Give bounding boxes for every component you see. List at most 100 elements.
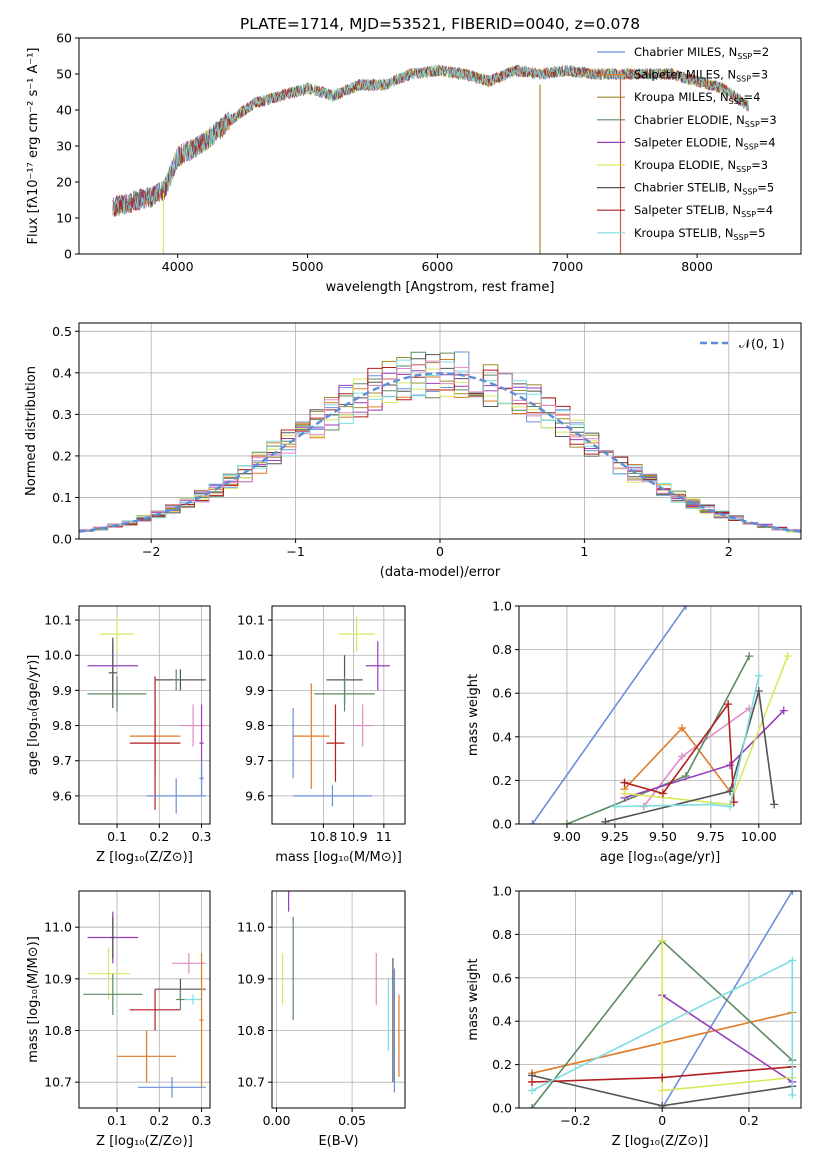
weight-marker (528, 820, 537, 824)
y-tick-label: 0.1 (52, 490, 72, 505)
x-tick-label: 0.00 (263, 1113, 291, 1128)
x-tick-label: 0.2 (739, 1113, 759, 1128)
axes-frame (78, 605, 211, 825)
axes-frame (271, 605, 406, 825)
weight-marker (788, 1090, 797, 1099)
gaussian-curve (79, 372, 801, 533)
x-tick-label: 0 (436, 544, 444, 559)
y-tick-label: 10.1 (237, 613, 265, 628)
y-tick-label: 9.9 (52, 683, 72, 698)
y-tick-label: 0.2 (52, 448, 72, 463)
x-axis-label: Z [log₁₀(Z/Z⊙)] (96, 1134, 193, 1149)
weight-line (624, 655, 789, 806)
legend-entry: Kroupa STELIB, NSSP=5 (634, 226, 765, 242)
x-tick-label: 9.75 (697, 829, 725, 844)
plot-area (528, 606, 792, 824)
y-tick-label: 11.0 (44, 920, 72, 935)
y-tick-label: 1.0 (492, 599, 512, 614)
x-tick-label: 0.1 (107, 1113, 127, 1128)
weight-marker (706, 800, 715, 809)
weight-marker (658, 1086, 667, 1095)
y-tick-label: 40 (56, 103, 72, 118)
x-axis-label: age [log₁₀(age/yr)] (600, 850, 721, 865)
y-tick-label: 9.6 (245, 788, 265, 803)
chart-legend: Chabrier MILES, NSSP=2 Salpeter MILES, NS… (597, 45, 777, 242)
plot-area (292, 616, 390, 807)
y-tick-label: 10.8 (44, 1023, 72, 1038)
y-tick-label: 9.6 (52, 788, 72, 803)
x-tick-label: 10.00 (741, 829, 777, 844)
weight-marker (779, 706, 788, 715)
y-tick-label: 0 (64, 247, 72, 262)
weight-marker (528, 1086, 537, 1095)
x-tick-label: 9.00 (553, 829, 581, 844)
x-tick-label: 7000 (551, 259, 583, 274)
weight-marker (601, 817, 610, 824)
weight-marker (754, 671, 763, 680)
weight-line (661, 994, 793, 1083)
legend-entry: Salpeter STELIB, NSSP=4 (634, 203, 773, 219)
y-axis-label: mass weight (466, 674, 481, 756)
plot-area (281, 891, 400, 1093)
y-tick-label: 10.8 (237, 1023, 265, 1038)
x-axis-label: Z [log₁₀(Z/Z⊙)] (612, 1134, 709, 1149)
weight-line (624, 710, 785, 799)
weight-marker (620, 778, 629, 787)
y-tick-label: 10.0 (44, 648, 72, 663)
chart-mass-vs-ebv: 0.00 0.05 10.7 10.8 10.9 11.0 E(B-V) (237, 890, 406, 1149)
y-tick-label: 9.7 (245, 753, 265, 768)
legend-entry: Chabrier STELIB, NSSP=5 (634, 181, 774, 197)
spectrum-line (163, 65, 749, 200)
spectrum-line (112, 64, 749, 217)
y-tick-label: 10 (56, 211, 72, 226)
weight-marker (658, 1073, 667, 1082)
plot-area (83, 911, 206, 1098)
x-tick-label: −1 (286, 544, 304, 559)
plot-area (112, 64, 749, 254)
x-tick-label: 1 (580, 544, 588, 559)
x-tick-label: 9.50 (649, 829, 677, 844)
y-tick-label: 0.2 (492, 1057, 512, 1072)
x-tick-label: 0 (658, 1113, 666, 1128)
figure-title: PLATE=1714, MJD=53521, FIBERID=0040, z=0… (240, 15, 640, 33)
x-tick-label: 6000 (421, 259, 453, 274)
chart-weight-vs-Z: −0.2 0 0.2 0.0 0.2 0.4 0.6 0.8 1.0 Z [log₁₀(Z/Z⊙)… (466, 884, 802, 1149)
weight-marker (770, 800, 779, 809)
x-axis-label: mass [log₁₀(M/M⊙)] (275, 850, 402, 865)
x-axis-label: E(B-V) (318, 1134, 358, 1149)
chart-mass-vs-Z: 0.1 0.2 0.3 10.7 10.8 10.9 11.0 Z [log₁₀(Z/Z⊙)]… (26, 890, 211, 1149)
weight-line (624, 701, 735, 803)
x-tick-label: 4000 (162, 259, 194, 274)
weight-line (566, 655, 750, 824)
x-tick-label: 2 (725, 544, 733, 559)
y-tick-label: 0.4 (52, 365, 72, 380)
x-tick-label: 10.9 (340, 829, 368, 844)
y-axis-label: mass [log₁₀(M/M⊙)] (26, 936, 41, 1063)
x-tick-label: −2 (142, 544, 160, 559)
weight-marker (678, 752, 687, 761)
weight-marker (681, 606, 690, 610)
plot-area (87, 616, 206, 814)
weight-marker (788, 956, 797, 965)
x-axis-label: wavelength [Angstrom, rest frame] (326, 280, 555, 295)
weight-marker (610, 802, 619, 811)
chart-spectrum: Chabrier MILES, NSSP=2 Salpeter MILES, NS… (26, 31, 802, 295)
x-axis-label: Z [log₁₀(Z/Z⊙)] (96, 850, 193, 865)
x-tick-label: 0.2 (149, 1113, 169, 1128)
legend-entry: Salpeter ELODIE, NSSP=4 (634, 135, 776, 151)
y-tick-label: 0.0 (492, 1101, 512, 1116)
y-tick-label: 0.5 (52, 324, 72, 339)
y-tick-label: 50 (56, 67, 72, 82)
axes-frame (78, 890, 211, 1109)
y-tick-label: 20 (56, 175, 72, 190)
y-tick-label: 0.3 (52, 407, 72, 422)
x-tick-label: 10.8 (309, 829, 337, 844)
weight-marker (620, 789, 629, 798)
weight-marker (658, 936, 667, 945)
y-tick-label: 0.4 (492, 1014, 512, 1029)
y-tick-label: 1.0 (492, 884, 512, 899)
x-tick-label: 11 (376, 829, 392, 844)
weight-line (661, 891, 793, 1108)
y-tick-label: 60 (56, 31, 72, 46)
